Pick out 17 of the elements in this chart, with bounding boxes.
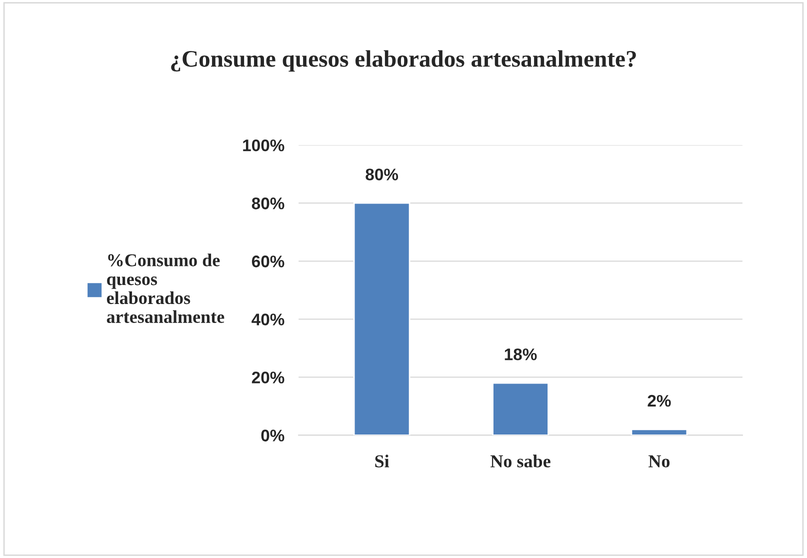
data-label: 80%: [366, 168, 398, 180]
y-tick-label: 80%: [252, 198, 284, 210]
y-tick-label: 40%: [252, 314, 284, 326]
y-tick-label: 100%: [243, 139, 284, 152]
bar: [353, 202, 410, 436]
bar: [492, 382, 549, 436]
legend-label: %Consumo de quesos elaborados artesanalmente: [106, 254, 224, 323]
bar: [630, 428, 688, 436]
y-tick-label: 0%: [261, 430, 284, 442]
x-tick-label: Si: [375, 454, 390, 468]
x-tick-label: No: [648, 455, 670, 468]
y-tick-label: 20%: [252, 372, 284, 384]
x-tick-label: No sabe: [490, 454, 550, 468]
chart-title: ¿Consume quesos elaborados artesanalmente?: [171, 50, 636, 72]
data-label: 2%: [648, 394, 671, 407]
y-tick-label: 60%: [252, 256, 284, 268]
data-label: 18%: [504, 348, 537, 360]
